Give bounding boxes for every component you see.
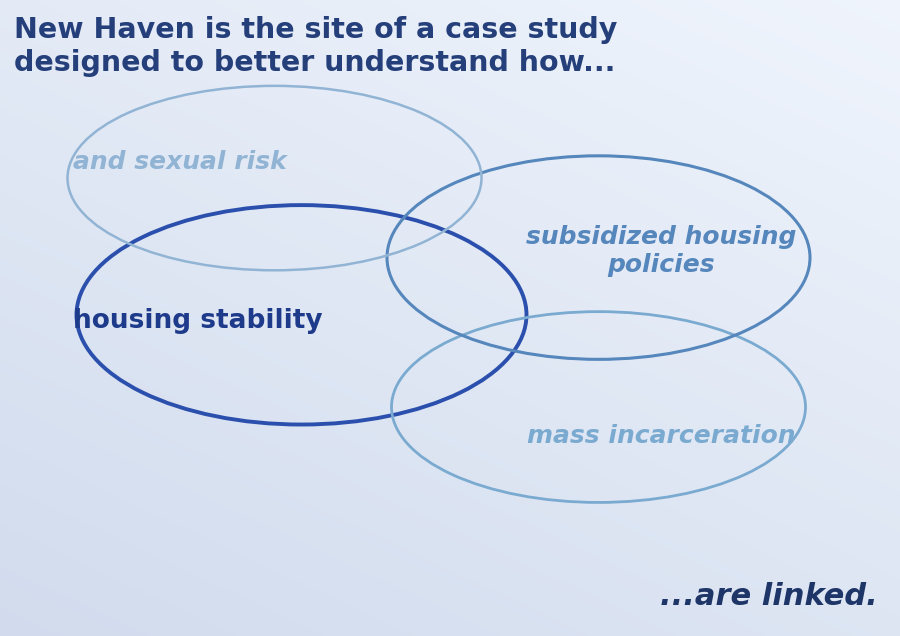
Text: ...are linked.: ...are linked. [660, 581, 877, 611]
Text: housing stability: housing stability [73, 308, 323, 334]
Text: subsidized housing
policies: subsidized housing policies [526, 225, 796, 277]
Text: New Haven is the site of a case study
designed to better understand how...: New Haven is the site of a case study de… [14, 16, 616, 78]
Text: mass incarceration: mass incarceration [527, 424, 796, 448]
Text: and sexual risk: and sexual risk [73, 150, 287, 174]
